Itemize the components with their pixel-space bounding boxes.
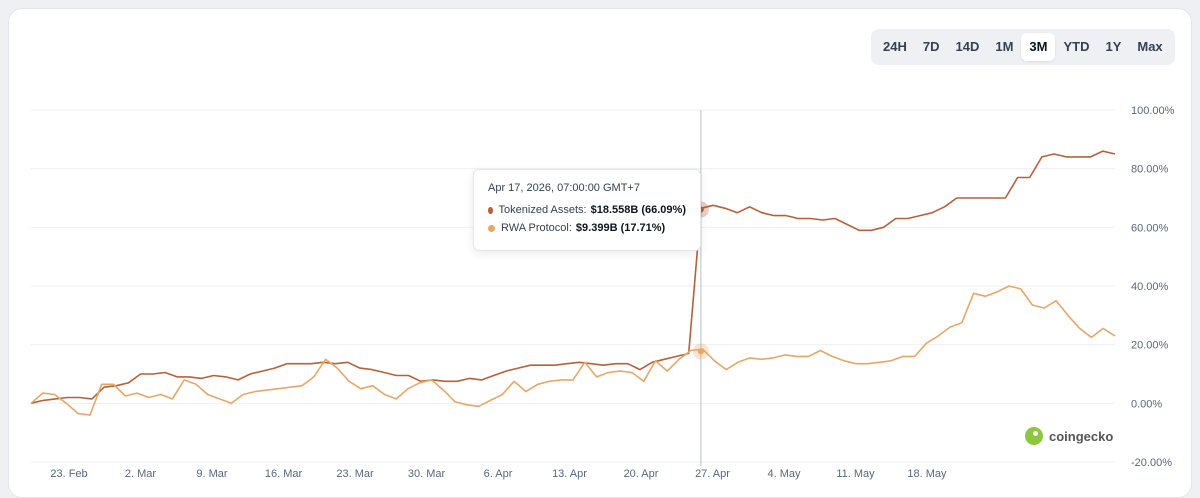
y-tick-label: 80.00%: [1131, 164, 1169, 176]
x-tick-label: 6. Apr: [484, 468, 513, 480]
range-button-ytd[interactable]: YTD: [1063, 39, 1090, 54]
range-button-7d[interactable]: 7D: [922, 39, 940, 54]
range-button-1m[interactable]: 1M: [995, 39, 1014, 54]
tooltip-row-tokenized-assets: Tokenized Assets: $18.558B (66.09%): [488, 204, 686, 216]
x-tick-label: 23. Feb: [50, 468, 87, 480]
price-chart[interactable]: 100.00% 80.00% 60.00% 40.00% 20.00% 0.00% -20.…: [9, 9, 1192, 498]
y-tick-label: 0.00%: [1131, 398, 1162, 410]
tooltip-value: $9.399B (17.71%): [575, 222, 666, 234]
coingecko-watermark: coingecko: [1025, 427, 1113, 445]
tokenized-assets-legend-dot: [488, 206, 493, 214]
x-tick-label: 13. Apr: [552, 468, 587, 480]
chart-tooltip: Apr 17, 2026, 07:00:00 GMT+7 Tokenized A…: [473, 169, 701, 251]
x-tick-label: 9. Mar: [196, 468, 228, 480]
x-tick-label: 2. Mar: [125, 468, 157, 480]
y-tick-label: 60.00%: [1131, 222, 1169, 234]
hover-marker-rwa-protocol: [697, 348, 704, 355]
range-button-max[interactable]: Max: [1137, 39, 1163, 54]
x-tick-label: 16. Mar: [265, 468, 303, 480]
y-tick-label: 40.00%: [1131, 281, 1169, 293]
range-button-14d[interactable]: 14D: [955, 39, 980, 54]
tooltip-date: Apr 17, 2026, 07:00:00 GMT+7: [488, 182, 640, 194]
time-range-selector: 24H 7D 14D 1M 3M YTD 1Y Max: [871, 29, 1175, 65]
chart-card: 24H 7D 14D 1M 3M YTD 1Y Max 100.00% 80.00% 60.00%…: [8, 8, 1192, 498]
x-tick-label: 20. Apr: [624, 468, 659, 480]
x-tick-label: 18. May: [907, 468, 947, 480]
x-tick-label: 23. Mar: [336, 468, 374, 480]
y-tick-label: 100.00%: [1131, 105, 1175, 117]
x-tick-label: 11. May: [836, 468, 875, 480]
range-button-1y[interactable]: 1Y: [1105, 39, 1122, 54]
coingecko-logo-icon: [1025, 427, 1043, 445]
x-tick-label: 4. May: [767, 468, 801, 480]
tooltip-label: RWA Protocol:: [501, 222, 572, 234]
tooltip-label: Tokenized Assets:: [498, 204, 587, 216]
series-line-rwa-protocol: [30, 285, 1116, 416]
y-tick-label: 20.00%: [1131, 340, 1169, 352]
range-button-24h[interactable]: 24H: [883, 39, 907, 54]
y-tick-label: -20.00%: [1131, 457, 1172, 469]
rwa-protocol-legend-dot: [488, 224, 495, 232]
range-button-3m[interactable]: 3M: [1021, 33, 1056, 61]
brand-name: coingecko: [1049, 428, 1114, 444]
x-tick-label: 30. Mar: [408, 468, 446, 480]
series-line-tokenized-assets: [30, 150, 1116, 405]
tooltip-value: $18.558B (66.09%): [590, 204, 686, 216]
tooltip-row-rwa-protocol: RWA Protocol: $9.399B (17.71%): [488, 222, 686, 234]
x-tick-label: 27. Apr: [695, 468, 730, 480]
